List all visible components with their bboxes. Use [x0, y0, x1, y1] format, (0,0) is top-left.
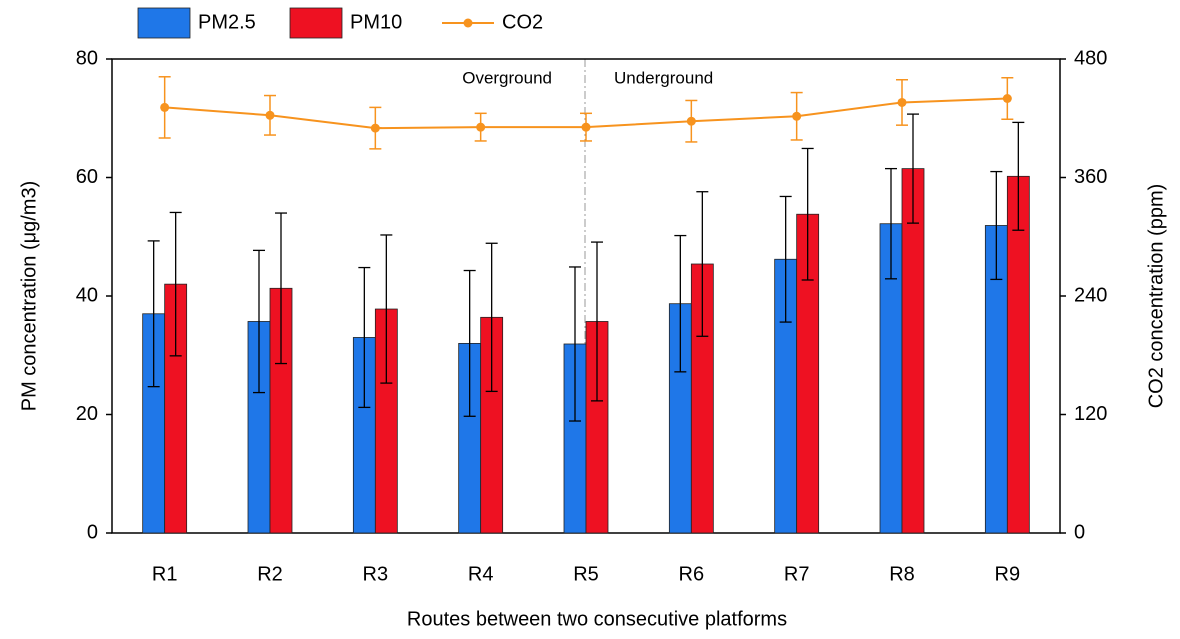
y2-tick-label: 120 [1074, 403, 1107, 425]
point [265, 110, 275, 120]
legend-swatch [463, 18, 473, 28]
y2-tick-label: 240 [1074, 284, 1107, 306]
point [581, 122, 591, 132]
x-tick-label: R3 [363, 563, 389, 585]
point [1002, 94, 1012, 103]
point [897, 97, 907, 107]
point [160, 102, 170, 112]
y-tick-label: 40 [76, 284, 98, 306]
x-tick-label: R4 [468, 563, 494, 585]
legend-label: PM10 [350, 11, 402, 33]
y-tick-label: 0 [87, 521, 98, 543]
point [370, 123, 380, 133]
y-tick-label: 20 [76, 403, 98, 425]
annotation: Overground [462, 68, 552, 87]
y2-axis-title: CO2 concentration (ppm) [1145, 184, 1167, 409]
annotation: Underground [614, 68, 713, 87]
y2-tick-label: 480 [1074, 47, 1107, 69]
x-tick-label: R7 [784, 563, 810, 585]
x-tick-label: R5 [573, 563, 599, 585]
y-tick-label: 80 [76, 47, 98, 69]
x-tick-label: R8 [889, 563, 915, 585]
x-tick-label: R2 [257, 563, 283, 585]
legend-swatch [289, 7, 343, 39]
x-tick-label: R9 [995, 563, 1021, 585]
x-axis-title: Routes between two consecutive platforms [407, 608, 787, 630]
x-tick-label: R1 [152, 563, 178, 585]
y-axis-title: PM concentration (μg/m3) [18, 181, 40, 412]
point [686, 116, 696, 126]
y-tick-label: 60 [76, 166, 98, 188]
y2-tick-label: 360 [1074, 166, 1107, 188]
legend-label: PM2.5 [198, 11, 256, 33]
legend-swatch [137, 7, 191, 39]
point [792, 111, 802, 121]
point [476, 122, 486, 132]
x-tick-label: R6 [679, 563, 705, 585]
y2-tick-label: 0 [1074, 521, 1085, 543]
legend-label: CO2 [502, 11, 543, 33]
